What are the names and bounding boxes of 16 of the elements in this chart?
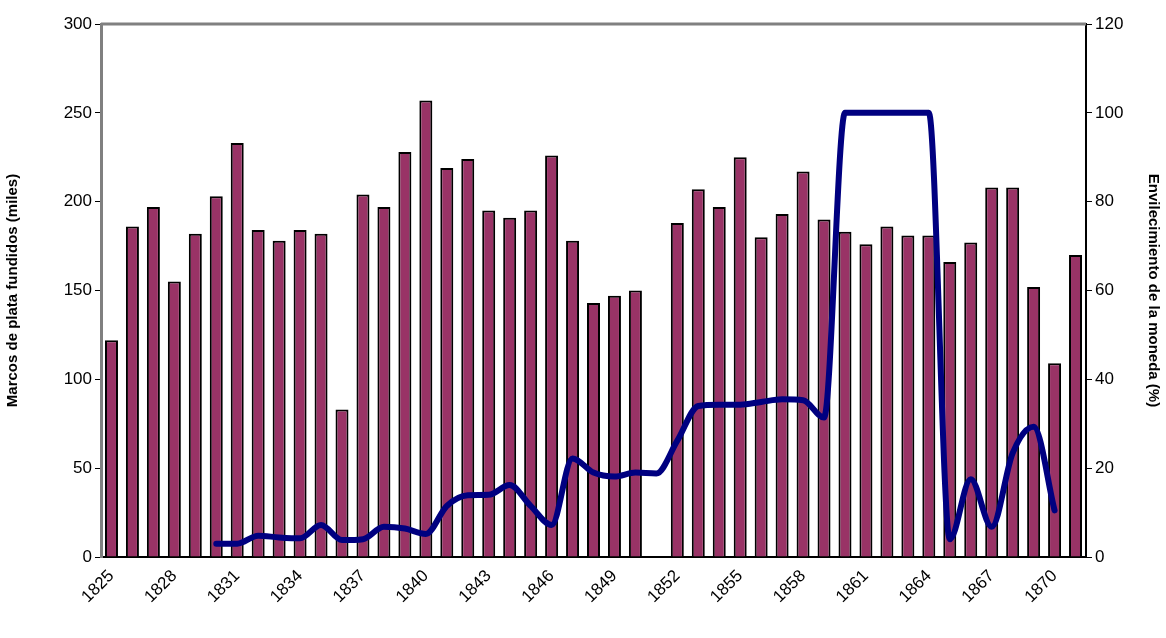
y-tick-label: 200	[63, 191, 92, 211]
y-tick-label: 300	[63, 13, 92, 33]
y2-tick-label: 100	[1095, 102, 1124, 122]
y2-tick-label: 40	[1095, 369, 1114, 389]
y-tick-label: 50	[73, 457, 92, 477]
y2-tick-label: 60	[1095, 280, 1114, 300]
y-tick-label: 150	[63, 280, 92, 300]
y-tick-label: 0	[82, 546, 92, 566]
y2-tick-label: 120	[1095, 13, 1124, 33]
y2-tick-label: 0	[1095, 546, 1105, 566]
y2-tick-label: 80	[1095, 191, 1114, 211]
y2-axis-title: Envilecimiento de la moneda (%)	[1145, 173, 1163, 408]
y-axis-title: Marcos de plata fundidos (miles)	[3, 173, 21, 408]
y-tick-label: 100	[63, 369, 92, 389]
y2-tick-label: 20	[1095, 457, 1114, 477]
y-tick-label: 250	[63, 102, 92, 122]
